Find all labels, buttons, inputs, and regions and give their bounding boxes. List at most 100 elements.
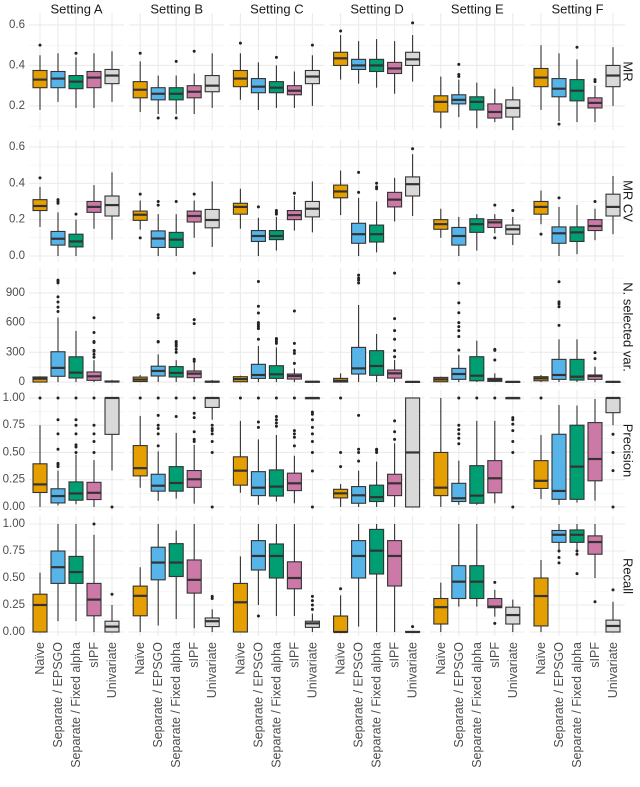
outlier-point bbox=[310, 603, 314, 607]
outlier-point bbox=[74, 432, 78, 436]
box-iqr bbox=[551, 358, 567, 380]
box-na-ve bbox=[32, 572, 48, 633]
box-iqr bbox=[286, 472, 302, 492]
box-separate-epsgo bbox=[50, 523, 66, 622]
box-sipf bbox=[186, 271, 202, 383]
box-separate-fixed-alpha bbox=[68, 330, 84, 383]
box-univariate bbox=[505, 380, 521, 383]
panel-mr-cv-setting-c bbox=[229, 140, 325, 262]
outlier-point bbox=[292, 361, 296, 365]
outlier-point bbox=[292, 435, 296, 439]
box-sipf bbox=[587, 523, 603, 604]
box-na-ve bbox=[132, 375, 148, 383]
outlier-point bbox=[92, 396, 96, 400]
panel-recall-setting-d bbox=[329, 516, 425, 636]
outlier-point bbox=[339, 465, 343, 469]
x-label-separate-epsgo: Separate / EPSGO bbox=[151, 642, 165, 748]
box-iqr bbox=[250, 363, 266, 379]
outlier-point bbox=[310, 425, 314, 429]
outlier-point bbox=[110, 505, 114, 509]
box-separate-fixed-alpha bbox=[168, 530, 184, 620]
box-iqr bbox=[268, 543, 284, 579]
outlier-point bbox=[457, 329, 461, 333]
outlier-point bbox=[210, 594, 214, 598]
box-sipf bbox=[86, 316, 102, 383]
box-sipf bbox=[286, 309, 302, 383]
outlier-point bbox=[74, 450, 78, 454]
x-label-sipf: sIPF bbox=[488, 642, 502, 668]
outlier-point bbox=[74, 423, 78, 427]
outlier-point bbox=[611, 432, 615, 436]
column-strip-setting-c: Setting C bbox=[250, 2, 303, 17]
box-separate-epsgo bbox=[551, 523, 567, 565]
box-separate-epsgo bbox=[150, 396, 166, 501]
outlier-point bbox=[210, 423, 214, 427]
box-separate-epsgo bbox=[50, 278, 66, 383]
box-separate-fixed-alpha bbox=[68, 51, 84, 108]
outlier-point bbox=[274, 336, 278, 340]
box-univariate bbox=[104, 172, 120, 240]
box-separate-fixed-alpha bbox=[569, 523, 585, 576]
box-separate-fixed-alpha bbox=[68, 523, 84, 622]
outlier-point bbox=[256, 420, 260, 424]
box-univariate bbox=[104, 592, 120, 633]
box-na-ve bbox=[32, 43, 48, 110]
outlier-point bbox=[192, 322, 196, 326]
box-iqr bbox=[204, 208, 220, 229]
box-sipf bbox=[387, 523, 403, 633]
x-label-separate-fixed-alpha: Separate / Fixed alpha bbox=[570, 642, 584, 768]
outlier-point bbox=[156, 199, 160, 203]
box-separate-epsgo bbox=[451, 216, 467, 256]
outlier-point bbox=[192, 437, 196, 441]
box-separate-epsgo bbox=[351, 523, 367, 627]
box-iqr bbox=[433, 597, 449, 625]
outlier-point bbox=[493, 621, 497, 625]
outlier-point bbox=[339, 587, 343, 591]
box-iqr bbox=[369, 350, 385, 376]
box-univariate bbox=[405, 147, 421, 216]
row-strip-labels: MR MR CV N. selected var. Precision Recall bbox=[621, 61, 636, 594]
outlier-point bbox=[292, 432, 296, 436]
y-tick-label: 900 bbox=[6, 287, 25, 299]
box-na-ve bbox=[433, 76, 449, 129]
box-iqr bbox=[387, 473, 403, 497]
panel-precision-setting-b bbox=[129, 390, 225, 511]
box-sipf bbox=[487, 580, 503, 625]
box-iqr bbox=[569, 358, 585, 381]
box-univariate bbox=[204, 181, 220, 247]
outlier-point bbox=[192, 440, 196, 444]
x-label-separate-epsgo: Separate / EPSGO bbox=[552, 642, 566, 748]
box-sipf bbox=[487, 203, 503, 240]
outlier-point bbox=[539, 232, 543, 236]
outlier-point bbox=[493, 347, 497, 351]
x-label-sipf: sIPF bbox=[388, 642, 402, 668]
box-iqr bbox=[387, 540, 403, 587]
outlier-point bbox=[457, 311, 461, 315]
outlier-point bbox=[192, 430, 196, 434]
box-separate-epsgo bbox=[351, 41, 367, 84]
y-tick-label: 1.00 bbox=[3, 518, 25, 530]
outlier-point bbox=[357, 450, 361, 454]
outlier-point bbox=[92, 522, 96, 526]
panel-mr-cv-setting-b bbox=[129, 140, 225, 262]
box-separate-epsgo bbox=[150, 199, 166, 256]
outlier-point bbox=[274, 209, 278, 213]
box-separate-fixed-alpha bbox=[569, 339, 585, 383]
box-sipf bbox=[286, 71, 302, 108]
box-na-ve bbox=[232, 396, 248, 493]
outlier-point bbox=[210, 597, 214, 601]
box-sipf bbox=[387, 41, 403, 94]
box-separate-epsgo bbox=[250, 205, 266, 256]
box-iqr bbox=[32, 463, 48, 494]
outlier-point bbox=[74, 212, 78, 216]
box-na-ve bbox=[433, 376, 449, 383]
outlier-point bbox=[593, 351, 597, 355]
box-sipf bbox=[587, 199, 603, 241]
panel-recall-setting-e bbox=[429, 516, 525, 636]
y-tick-label: 300 bbox=[6, 346, 25, 358]
outlier-point bbox=[493, 236, 497, 240]
outlier-point bbox=[210, 505, 214, 509]
outlier-point bbox=[493, 203, 497, 207]
outlier-point bbox=[156, 116, 160, 120]
